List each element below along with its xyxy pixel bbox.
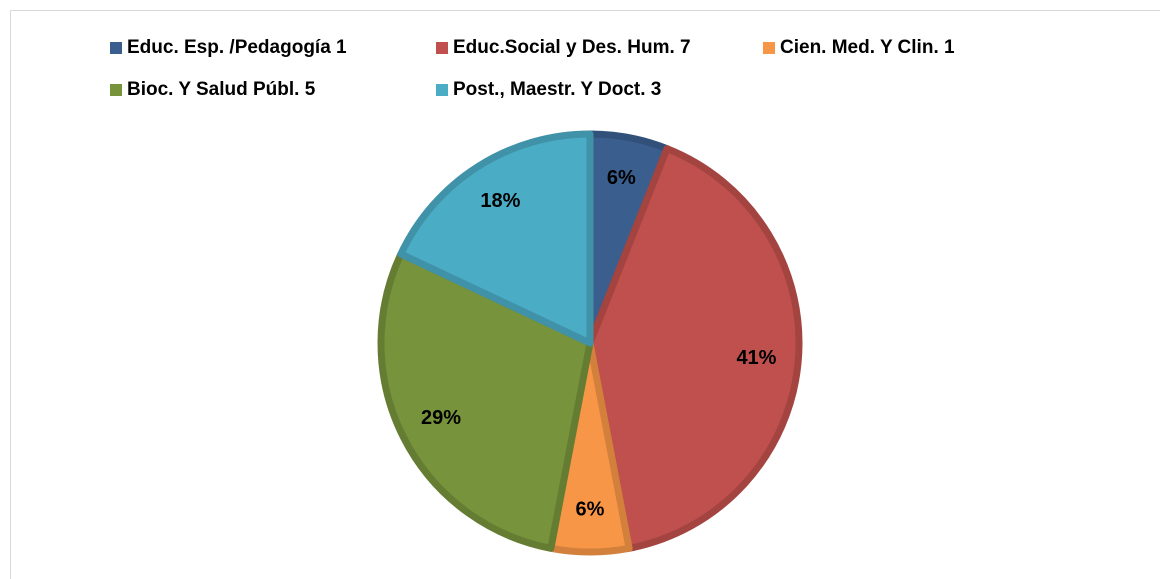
data-label: 6% <box>576 498 605 520</box>
legend-label: Cien. Med. Y Clin. 1 <box>780 37 955 58</box>
legend-label: Bioc. Y Salud Públ. 5 <box>127 79 316 100</box>
legend-label: Post., Maestr. Y Doct. 3 <box>453 79 661 100</box>
legend-swatch <box>110 84 122 96</box>
data-label: 18% <box>480 190 520 212</box>
legend-swatch <box>110 42 122 54</box>
legend-swatch <box>436 84 448 96</box>
legend-label: Educ.Social y Des. Hum. 7 <box>453 37 691 58</box>
data-label: 29% <box>421 407 461 429</box>
data-label: 41% <box>736 347 776 369</box>
pie-slice <box>397 130 594 347</box>
pie-slice <box>586 145 803 552</box>
legend-swatch <box>763 42 775 54</box>
legend-swatch <box>436 42 448 54</box>
data-label: 6% <box>607 167 636 189</box>
pie-slice <box>377 250 594 552</box>
legend-label: Educ. Esp. /Pedagogía 1 <box>127 37 347 58</box>
